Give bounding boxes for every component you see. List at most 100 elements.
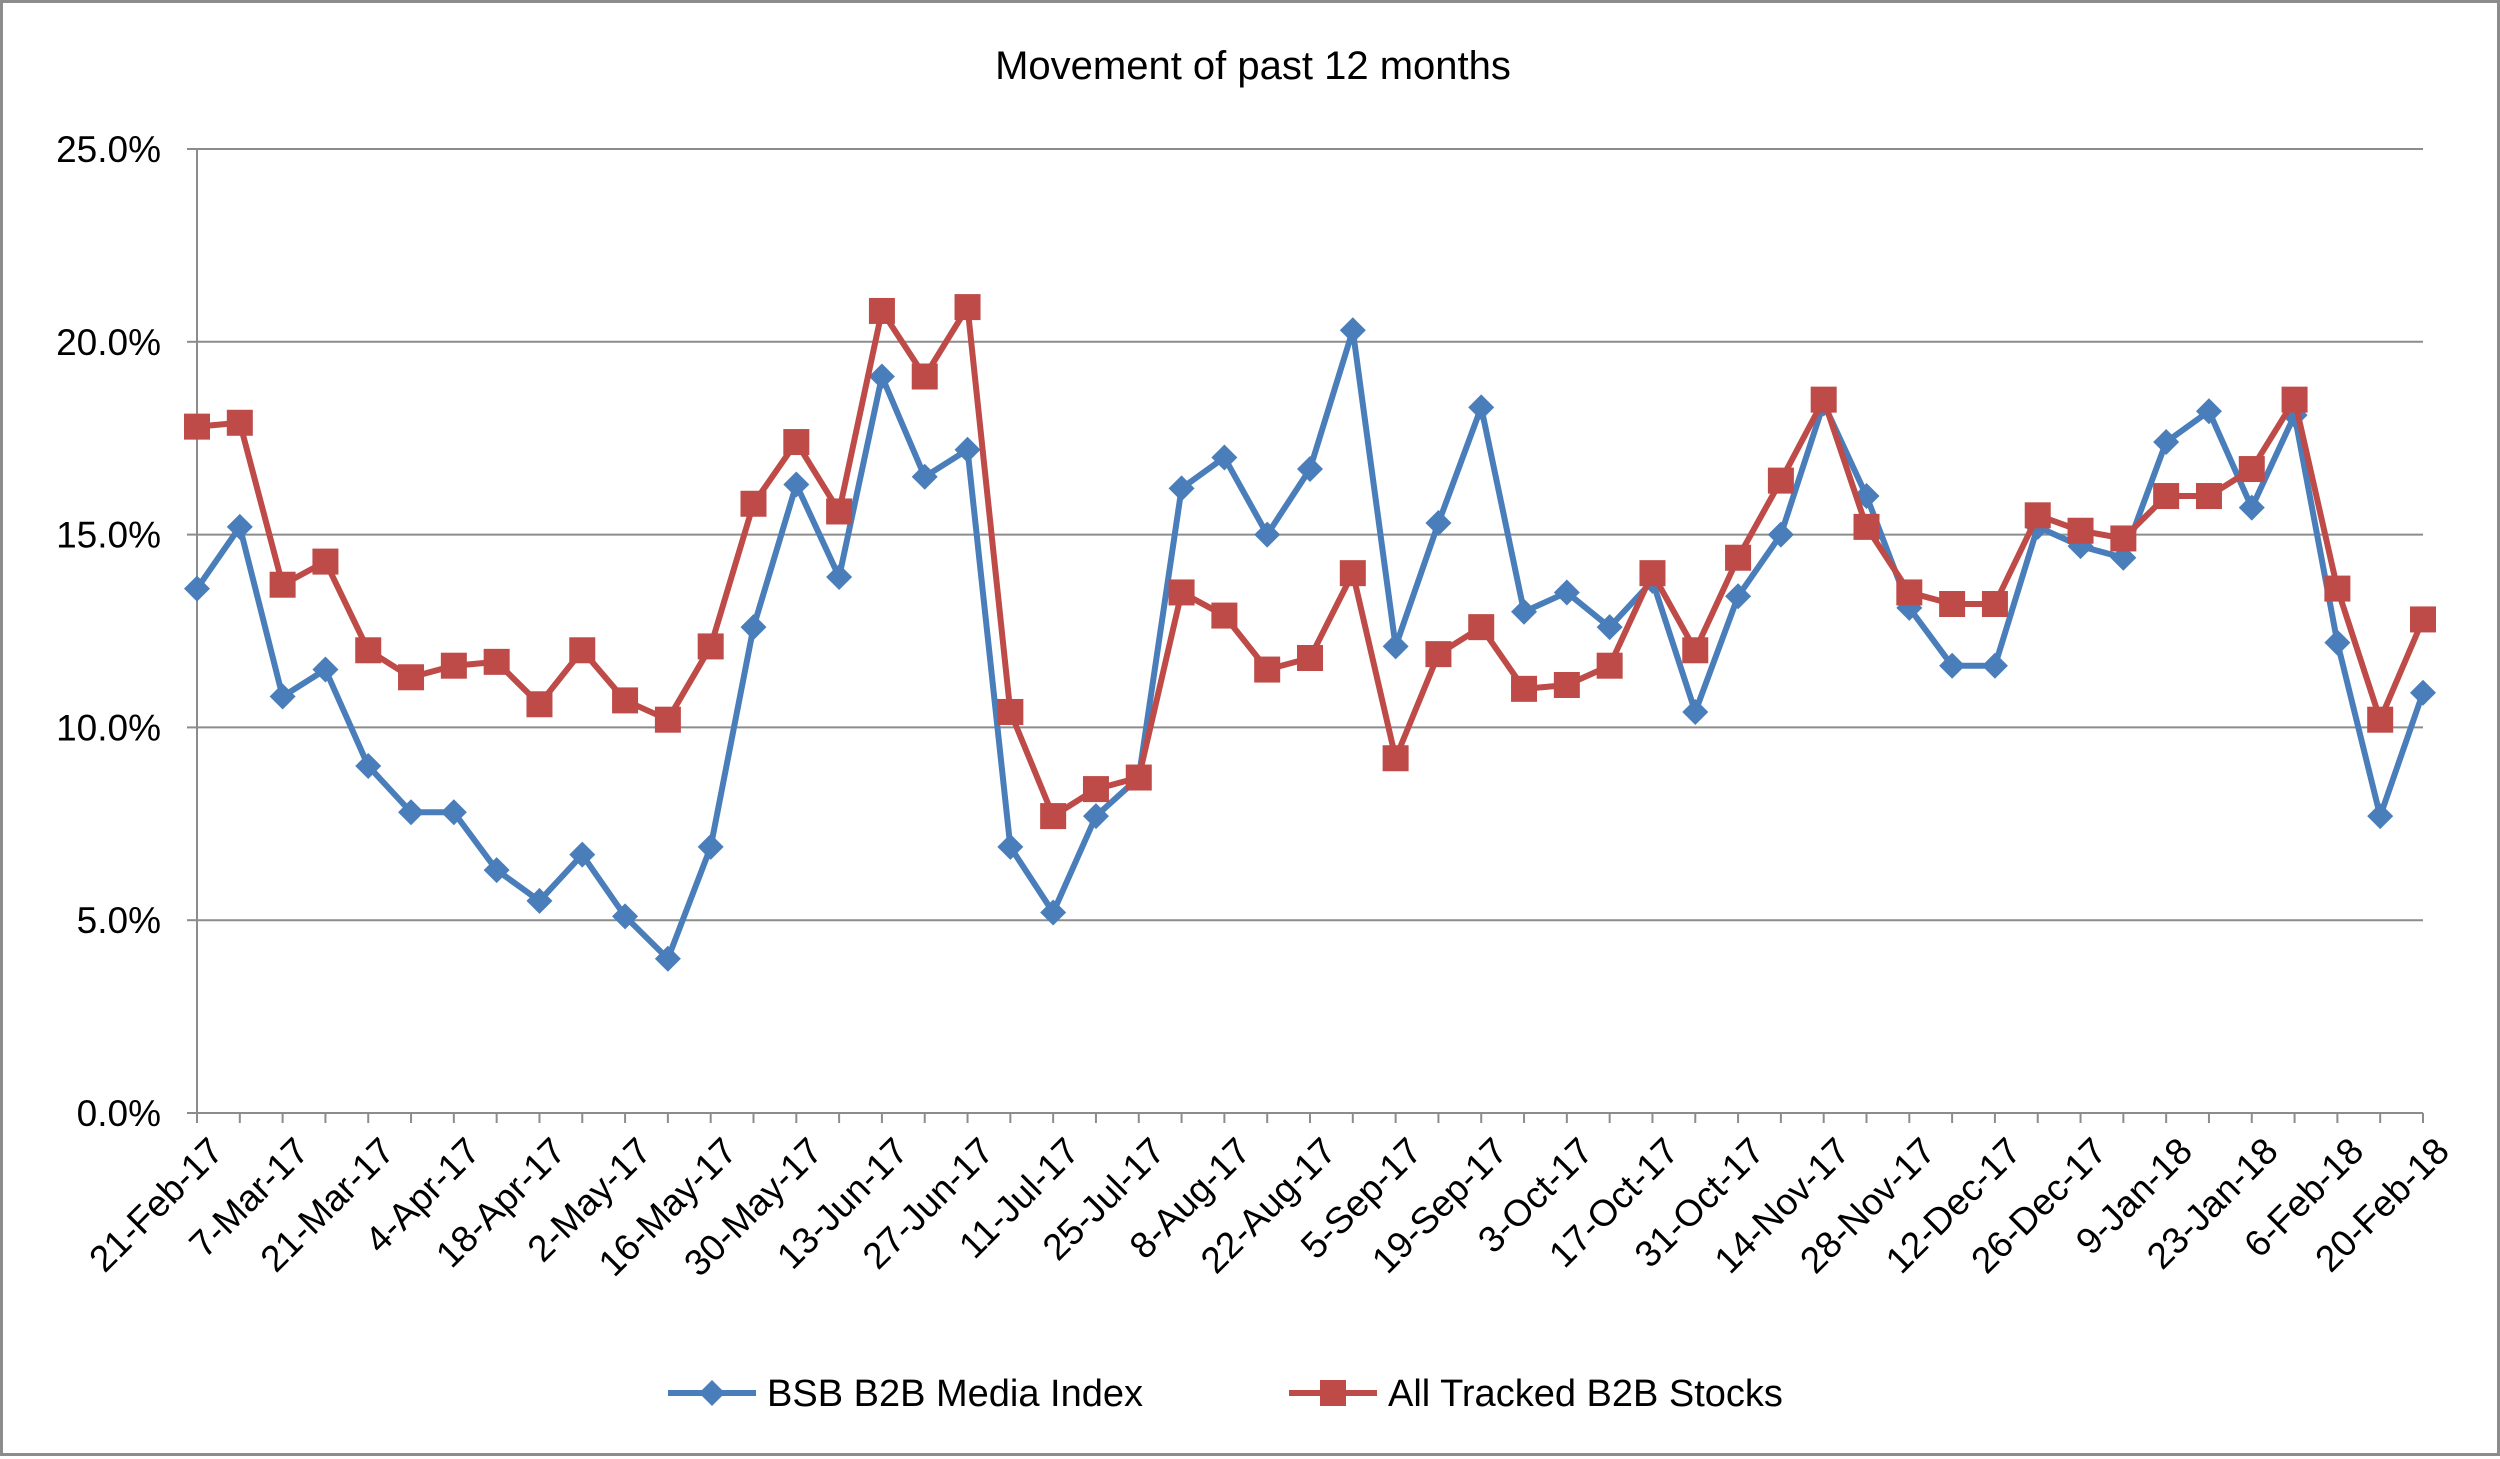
- data-point: [1511, 598, 1538, 625]
- data-point: [1339, 317, 1366, 344]
- data-point: [355, 752, 382, 779]
- legend-marker: [699, 1380, 725, 1406]
- data-point: [911, 463, 938, 490]
- data-point: [269, 683, 296, 710]
- data-point: [2324, 575, 2351, 602]
- data-point: [1939, 591, 1966, 618]
- data-point: [740, 614, 767, 641]
- data-point: [2153, 429, 2180, 456]
- data-point: [1725, 544, 1752, 571]
- data-point: [312, 656, 339, 683]
- data-point: [184, 413, 210, 440]
- data-point: [697, 633, 724, 660]
- data-point: [1896, 579, 1923, 606]
- series-line: [194, 327, 2426, 962]
- data-point: [612, 903, 639, 930]
- data-point: [997, 698, 1024, 725]
- series-lines: [184, 294, 2436, 972]
- data-point: [1725, 583, 1752, 610]
- y-tick-label: 0.0%: [77, 1093, 161, 1134]
- data-point: [526, 691, 553, 718]
- data-point: [2324, 629, 2351, 656]
- gridlines: [197, 148, 2423, 922]
- data-point: [1211, 444, 1238, 471]
- data-point: [398, 799, 425, 826]
- data-point: [312, 548, 339, 575]
- data-point: [1853, 513, 1880, 540]
- data-point: [1810, 386, 1837, 413]
- data-point: [1339, 560, 1366, 587]
- data-point: [1040, 899, 1067, 926]
- data-point: [526, 887, 553, 914]
- data-point: [697, 833, 724, 860]
- data-point: [398, 664, 425, 691]
- legend: BSB B2B Media Index All Tracked B2B Stock…: [668, 1373, 1783, 1415]
- data-point: [1254, 521, 1281, 548]
- y-tick-label: 25.0%: [56, 129, 161, 170]
- data-point: [1297, 456, 1323, 483]
- data-point: [783, 429, 810, 456]
- data-point: [2410, 679, 2436, 706]
- chart-title: Movement of past 12 months: [995, 44, 1511, 88]
- data-point: [1254, 656, 1281, 683]
- data-point: [1468, 614, 1495, 641]
- data-point: [1767, 467, 1794, 494]
- data-point: [440, 799, 467, 826]
- y-tick-label: 15.0%: [56, 515, 161, 556]
- legend-item: BSB B2B Media Index: [668, 1373, 1143, 1415]
- data-point: [226, 513, 253, 540]
- series-bsb-b2b-media-index: [184, 317, 2436, 972]
- data-point: [1297, 644, 1323, 671]
- data-point: [1596, 614, 1623, 641]
- data-point: [569, 637, 596, 664]
- data-point: [226, 409, 253, 436]
- data-point: [2195, 398, 2222, 425]
- data-point: [2110, 525, 2137, 552]
- data-point: [954, 436, 981, 463]
- data-point: [569, 841, 596, 868]
- line-chart: Movement of past 12 months 0.0% 5.0% 10.0%…: [56, 44, 2457, 1415]
- legend-marker: [1320, 1380, 1346, 1406]
- legend-label: All Tracked B2B Stocks: [1388, 1373, 1783, 1415]
- data-point: [868, 363, 895, 390]
- data-point: [1939, 652, 1966, 679]
- data-point: [1682, 637, 1709, 664]
- data-point: [1168, 475, 1195, 502]
- data-point: [2024, 502, 2051, 529]
- y-tick-label: 20.0%: [56, 322, 161, 363]
- data-point: [1981, 591, 2008, 618]
- data-point: [826, 498, 853, 525]
- data-point: [1425, 641, 1452, 668]
- data-point: [654, 945, 681, 972]
- data-point: [2238, 456, 2265, 483]
- axes: [187, 148, 2424, 1123]
- data-point: [612, 687, 639, 714]
- data-point: [1125, 764, 1152, 791]
- data-point: [1382, 745, 1409, 772]
- data-point: [954, 294, 981, 321]
- data-point: [2367, 803, 2394, 830]
- data-point: [2410, 606, 2436, 633]
- data-point: [1767, 521, 1794, 548]
- data-point: [1981, 652, 2008, 679]
- data-point: [2067, 517, 2094, 544]
- data-point: [1211, 602, 1238, 629]
- legend-label: BSB B2B Media Index: [767, 1373, 1143, 1415]
- series-line: [194, 304, 2426, 820]
- data-point: [1553, 671, 1580, 698]
- x-axis-tick-labels: 21-Feb-177-Mar-1721-Mar-174-Apr-1718-Apr…: [81, 1130, 2457, 1284]
- data-point: [868, 297, 895, 324]
- legend-item: All Tracked B2B Stocks: [1289, 1373, 1783, 1415]
- data-point: [1639, 560, 1666, 587]
- series-all-tracked-b2b-stocks: [184, 294, 2436, 830]
- data-point: [2238, 494, 2265, 521]
- data-point: [483, 648, 510, 675]
- data-point: [1511, 675, 1538, 702]
- data-point: [1596, 652, 1623, 679]
- data-point: [483, 857, 510, 884]
- data-point: [1082, 803, 1109, 830]
- data-point: [2367, 706, 2394, 733]
- data-point: [997, 833, 1024, 860]
- data-point: [2195, 483, 2222, 510]
